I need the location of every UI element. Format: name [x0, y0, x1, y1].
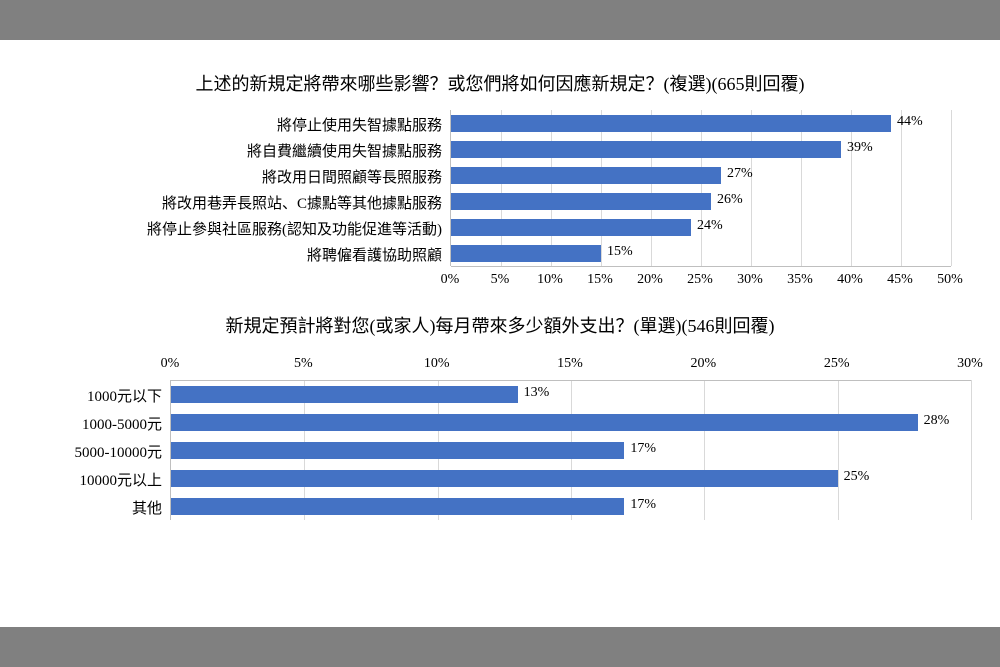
- chart-1-gridline: [651, 110, 652, 266]
- chart-1-category-label: 將停止參與社區服務(認知及功能促進等活動): [40, 218, 442, 239]
- chart-1-gridline: [751, 110, 752, 266]
- chart-1-value-label: 39%: [847, 140, 873, 156]
- chart-1-value-label: 24%: [697, 218, 723, 234]
- content-area: 上述的新規定將帶來哪些影響？或您們將如何因應新規定？(複選)(665則回覆) 4…: [0, 40, 1000, 627]
- chart-1-bar: [451, 219, 691, 236]
- chart-1-x-tick-label: 30%: [737, 272, 763, 288]
- chart-1-category-label: 將自費繼續使用失智據點服務: [40, 140, 442, 161]
- chart-2-title: 新規定預計將對您(或家人)每月帶來多少額外支出？(單選)(546則回覆): [40, 312, 960, 338]
- chart-1-category-label: 將聘僱看護協助照顧: [40, 244, 442, 265]
- chart-1-x-tick-label: 0%: [441, 272, 460, 288]
- chart-2-x-tick-label: 25%: [824, 356, 850, 372]
- chart-1-x-tick-label: 40%: [837, 272, 863, 288]
- chart-2-bar: [171, 442, 624, 459]
- chart-1-value-label: 15%: [607, 244, 633, 260]
- chart-1-value-label: 27%: [727, 166, 753, 182]
- chart-2-value-label: 17%: [630, 497, 656, 513]
- chart-1: 上述的新規定將帶來哪些影響？或您們將如何因應新規定？(複選)(665則回覆) 4…: [40, 70, 960, 294]
- chart-2-bar: [171, 386, 518, 403]
- chart-1-x-tick-label: 35%: [787, 272, 813, 288]
- chart-1-value-label: 44%: [897, 114, 923, 130]
- chart-2-area: 13%28%17%25%17%0%5%10%15%20%25%30%1000元以…: [40, 352, 960, 520]
- chart-1-x-tick-label: 45%: [887, 272, 913, 288]
- chart-1-bar: [451, 245, 601, 262]
- chart-2: 新規定預計將對您(或家人)每月帶來多少額外支出？(單選)(546則回覆) 13%…: [40, 312, 960, 520]
- chart-2-value-label: 13%: [524, 385, 550, 401]
- chart-1-area: 44%39%27%26%24%15%0%5%10%15%20%25%30%35%…: [40, 110, 960, 294]
- chart-2-x-axis: [171, 380, 971, 381]
- chart-1-gridline: [801, 110, 802, 266]
- chart-2-gridline: [704, 380, 705, 520]
- chart-2-value-label: 25%: [844, 469, 870, 485]
- chart-1-x-tick-label: 15%: [587, 272, 613, 288]
- chart-2-plot: 13% 28% 17% 25% 17%: [170, 380, 971, 520]
- chart-1-category-label: 將改用巷弄長照站、C據點等其他據點服務: [40, 192, 442, 213]
- chart-1-bar: [451, 115, 891, 132]
- chart-2-bar: [171, 470, 838, 487]
- chart-1-bar: [451, 141, 841, 158]
- chart-2-x-tick-label: 5%: [294, 356, 313, 372]
- chart-2-category-label: 1000元以下: [40, 385, 162, 406]
- top-gray-band: [0, 0, 1000, 40]
- chart-1-x-tick-label: 10%: [537, 272, 563, 288]
- chart-2-category-label: 1000-5000元: [40, 413, 162, 434]
- chart-1-x-axis: [451, 266, 951, 267]
- chart-1-x-tick-label: 20%: [637, 272, 663, 288]
- chart-2-value-label: 17%: [630, 441, 656, 457]
- chart-2-gridline: [971, 380, 972, 520]
- chart-2-x-tick-label: 15%: [557, 356, 583, 372]
- chart-1-x-tick-label: 5%: [491, 272, 510, 288]
- chart-1-x-tick-label: 50%: [937, 272, 963, 288]
- chart-2-x-tick-label: 0%: [161, 356, 180, 372]
- page-root: 上述的新規定將帶來哪些影響？或您們將如何因應新規定？(複選)(665則回覆) 4…: [0, 0, 1000, 667]
- chart-1-plot: 44% 39% 27% 26% 24% 15%: [450, 110, 951, 266]
- chart-1-gridline: [901, 110, 902, 266]
- chart-2-x-tick-label: 10%: [424, 356, 450, 372]
- chart-1-value-label: 26%: [717, 192, 743, 208]
- chart-1-title: 上述的新規定將帶來哪些影響？或您們將如何因應新規定？(複選)(665則回覆): [40, 70, 960, 96]
- chart-1-gridline: [851, 110, 852, 266]
- chart-1-category-label: 將停止使用失智據點服務: [40, 114, 442, 135]
- chart-1-gridline: [601, 110, 602, 266]
- chart-1-gridline: [501, 110, 502, 266]
- chart-1-bar: [451, 167, 721, 184]
- chart-1-gridline: [551, 110, 552, 266]
- chart-2-category-label: 其他: [40, 497, 162, 518]
- chart-2-category-label: 5000-10000元: [40, 441, 162, 462]
- bottom-gray-band: [0, 627, 1000, 667]
- chart-2-value-label: 28%: [924, 413, 950, 429]
- chart-2-gridline: [838, 380, 839, 520]
- chart-1-gridline: [951, 110, 952, 266]
- chart-2-bar: [171, 498, 624, 515]
- chart-1-bar: [451, 193, 711, 210]
- chart-1-gridline: [701, 110, 702, 266]
- chart-2-bar: [171, 414, 918, 431]
- chart-1-x-tick-label: 25%: [687, 272, 713, 288]
- chart-2-category-label: 10000元以上: [40, 469, 162, 490]
- chart-2-x-tick-label: 30%: [957, 356, 983, 372]
- chart-1-category-label: 將改用日間照顧等長照服務: [40, 166, 442, 187]
- chart-2-x-tick-label: 20%: [690, 356, 716, 372]
